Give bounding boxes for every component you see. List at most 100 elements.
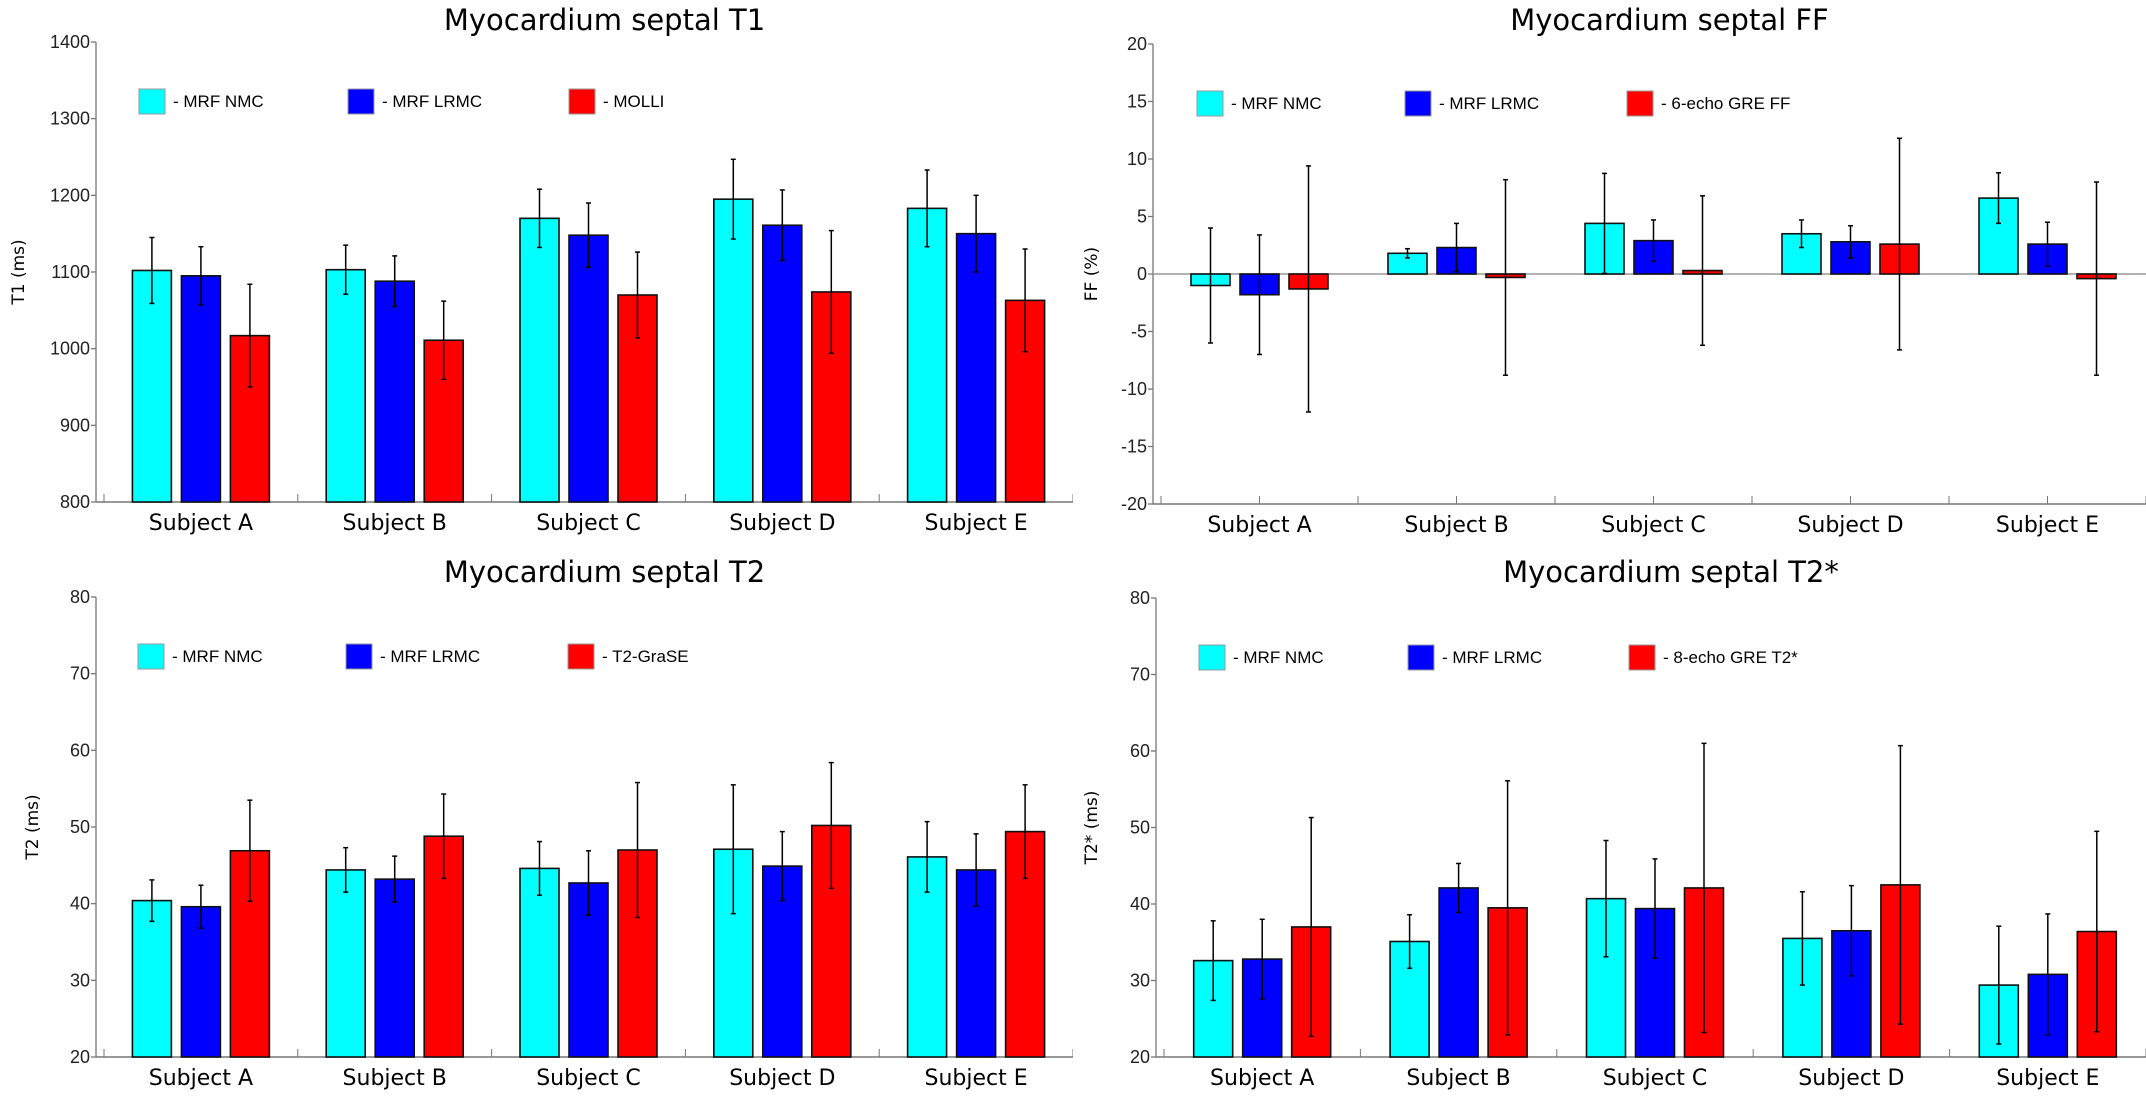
- y-tick-label: 40: [70, 894, 90, 914]
- legend-label: - MRF LRMC: [382, 92, 482, 111]
- y-tick-label: -20: [1121, 494, 1147, 514]
- legend-swatch: [1404, 90, 1432, 117]
- legend-label: - 8-echo GRE T2*: [1663, 648, 1798, 667]
- bar: [906, 207, 948, 503]
- x-category-label: Subject D: [1797, 513, 1903, 538]
- y-tick-label: 50: [70, 817, 90, 837]
- y-tick-label: 0: [1137, 264, 1147, 284]
- legend-label: - MOLLI: [603, 92, 664, 111]
- legend-swatch: [138, 88, 166, 115]
- y-tick-label: 20: [1127, 34, 1147, 54]
- y-tick-label: 5: [1137, 207, 1147, 227]
- x-category-label: Subject E: [1996, 513, 2099, 538]
- y-tick-label: 50: [1130, 818, 1150, 838]
- chart-ff: Myocardium septal FF -20 -15 -10 -5 0 5 10 15 20 F…: [1073, 0, 2146, 552]
- legend-label: - MRF LRMC: [380, 647, 480, 666]
- bar: [180, 905, 222, 1058]
- legend-label: - MRF NMC: [1231, 94, 1322, 113]
- y-axis-label: T2 (ms): [23, 794, 43, 860]
- chart-t2-svg: Myocardium septal T2 20 30 40 50 60 70 80 T2 (ms…: [23, 555, 1073, 1091]
- y-tick-label: 1400: [50, 32, 90, 52]
- bar: [374, 878, 416, 1058]
- y-tick-label: 1100: [51, 262, 90, 282]
- bar: [568, 234, 609, 503]
- y-tick-label: 30: [70, 970, 90, 990]
- legend-swatch: [345, 643, 373, 670]
- y-axis-label: FF (%): [1082, 247, 1102, 301]
- legend-label: - MRF LRMC: [1439, 94, 1539, 113]
- chart-t2: Myocardium septal T2 20 30 40 50 60 70 80 T2 (ms…: [0, 552, 1073, 1104]
- y-tick-label: 900: [60, 415, 90, 435]
- chart-t2star-svg: Myocardium septal T2* 20 30 40 50 60 70 80 T2* (…: [1082, 555, 2146, 1091]
- y-tick-label: -15: [1121, 437, 1147, 457]
- x-category-label: Subject A: [149, 1066, 253, 1091]
- x-category-label: Subject A: [1207, 513, 1311, 538]
- bar: [374, 280, 416, 503]
- x-category-label: Subject B: [1404, 513, 1508, 538]
- y-axis-label: T1 (ms): [9, 239, 29, 305]
- x-category-label: Subject E: [1996, 1066, 2099, 1091]
- y-tick-label: 70: [70, 664, 90, 684]
- legend-swatch: [568, 88, 596, 115]
- x-category-label: Subject C: [536, 511, 641, 536]
- legend-label: - 6-echo GRE FF: [1661, 94, 1790, 113]
- legend-label: - T2-GraSE: [602, 647, 689, 666]
- chart-title: Myocardium septal FF: [1510, 3, 1829, 37]
- bar: [325, 869, 367, 1058]
- x-category-label: Subject C: [1603, 1066, 1708, 1091]
- y-axis-label: T2* (ms): [1082, 791, 1102, 866]
- legend-swatch: [347, 88, 375, 115]
- y-tick-label: 10: [1127, 149, 1147, 169]
- legend-swatch: [1198, 644, 1226, 671]
- x-category-label: Subject C: [536, 1066, 641, 1091]
- bar: [131, 899, 173, 1058]
- legend-label: - MRF NMC: [173, 92, 264, 111]
- bar: [519, 867, 560, 1058]
- y-tick-label: 80: [1130, 588, 1150, 608]
- bar: [519, 217, 560, 503]
- bar: [180, 275, 222, 503]
- y-tick-label: 800: [60, 492, 90, 512]
- legend-swatch: [137, 643, 165, 670]
- y-tick-label: -5: [1131, 322, 1147, 342]
- y-tick-label: 60: [70, 740, 90, 760]
- y-tick-label: 40: [1130, 894, 1150, 914]
- bar: [761, 224, 803, 503]
- legend-swatch: [1196, 90, 1224, 117]
- x-category-label: Subject D: [729, 1066, 835, 1091]
- legend-label: - MRF LRMC: [1442, 648, 1542, 667]
- bar: [955, 232, 997, 503]
- chart-ff-svg: Myocardium septal FF -20 -15 -10 -5 0 5 10 15 20 F…: [1082, 3, 2146, 538]
- y-tick-label: -10: [1121, 379, 1147, 399]
- x-category-label: Subject D: [729, 511, 835, 536]
- legend-swatch: [1628, 644, 1656, 671]
- chart-t2star: Myocardium septal T2* 20 30 40 50 60 70 80 T2* (…: [1073, 552, 2146, 1104]
- legend-swatch: [1407, 644, 1435, 671]
- x-category-label: Subject E: [925, 511, 1028, 536]
- x-category-label: Subject D: [1798, 1066, 1904, 1091]
- y-tick-label: 15: [1127, 92, 1147, 112]
- chart-title: Myocardium septal T1: [444, 3, 765, 37]
- legend-label: - MRF NMC: [172, 647, 263, 666]
- legend-swatch: [1626, 90, 1654, 117]
- x-category-label: Subject B: [1406, 1066, 1510, 1091]
- legend-swatch: [567, 643, 595, 670]
- bar: [1438, 887, 1479, 1058]
- y-tick-label: 60: [1130, 741, 1150, 761]
- chart-t1-svg: Myocardium septal T1 800 900 1000 1100 1200 13…: [9, 3, 1073, 536]
- x-category-label: Subject A: [149, 511, 253, 536]
- legend-label: - MRF NMC: [1233, 648, 1324, 667]
- y-tick-label: 1200: [50, 185, 90, 205]
- y-tick-label: 30: [1130, 971, 1150, 991]
- bar: [712, 198, 754, 503]
- x-category-label: Subject B: [343, 1066, 447, 1091]
- bar: [810, 824, 852, 1058]
- y-tick-label: 1300: [50, 109, 90, 129]
- bar: [325, 268, 367, 503]
- chart-t1: Myocardium septal T1 800 900 1000 1100 1200 13…: [0, 0, 1073, 552]
- bar: [131, 269, 173, 503]
- x-category-label: Subject A: [1210, 1066, 1314, 1091]
- x-category-label: Subject B: [343, 511, 447, 536]
- y-tick-label: 20: [70, 1047, 90, 1067]
- y-tick-label: 1000: [50, 339, 90, 359]
